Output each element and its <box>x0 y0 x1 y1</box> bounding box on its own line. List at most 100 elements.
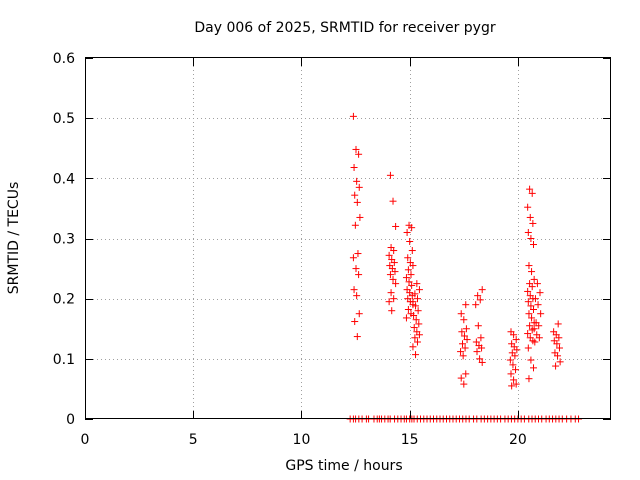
data-point <box>530 275 538 283</box>
data-point <box>460 332 468 340</box>
data-point <box>510 331 518 339</box>
data-point <box>386 171 394 179</box>
data-point <box>385 251 393 259</box>
data-point <box>385 298 393 306</box>
y-axis-label: SRMTID / TECUs <box>6 182 22 295</box>
data-point <box>409 262 417 270</box>
data-point <box>415 320 423 328</box>
axis-ticks <box>85 58 611 420</box>
data-point <box>402 314 410 322</box>
data-point <box>535 322 543 330</box>
data-point <box>458 328 466 336</box>
data-point <box>527 356 535 364</box>
x-tick-labels: 0 5 10 15 20 <box>81 432 527 448</box>
data-point <box>530 305 538 313</box>
data-point <box>524 228 532 236</box>
data-point <box>509 361 517 369</box>
data-point <box>404 266 412 274</box>
data-point <box>524 203 532 211</box>
data-point <box>531 295 539 303</box>
x-tick-label: 20 <box>509 432 527 448</box>
data-point <box>554 320 562 328</box>
data-point <box>524 330 532 338</box>
data-point <box>530 241 538 249</box>
data-point <box>353 292 361 300</box>
data-point <box>387 289 395 297</box>
data-point <box>349 112 357 120</box>
data-point <box>474 292 482 300</box>
data-point <box>386 271 394 279</box>
data-point <box>536 289 544 297</box>
data-point <box>461 344 469 352</box>
data-point <box>510 376 518 384</box>
data-point <box>350 286 358 294</box>
data-point <box>478 358 486 366</box>
data-point <box>405 278 413 286</box>
data-point <box>410 312 418 320</box>
data-point <box>353 333 361 341</box>
data-point <box>407 271 415 279</box>
data-point <box>457 310 465 318</box>
data-point <box>415 286 423 294</box>
data-point <box>524 344 532 352</box>
data-point <box>526 185 534 193</box>
data-point <box>352 145 360 153</box>
data-point <box>355 271 363 279</box>
data-point <box>408 224 416 232</box>
y-tick-label: 0.1 <box>53 352 75 368</box>
data-point <box>392 222 400 230</box>
x-tick-label: 5 <box>189 432 198 448</box>
data-point <box>525 375 533 383</box>
data-point <box>389 197 397 205</box>
data-point <box>459 352 467 360</box>
data-point <box>506 356 514 364</box>
plot-frame <box>85 57 611 419</box>
data-point <box>528 189 536 197</box>
data-point <box>411 290 419 298</box>
data-point <box>413 295 421 303</box>
y-tick-label: 0.3 <box>53 232 75 248</box>
data-point <box>350 164 358 172</box>
data-point <box>524 287 532 295</box>
data-point <box>528 314 536 322</box>
data-point <box>409 343 417 351</box>
data-point <box>512 366 520 374</box>
data-point <box>462 301 470 309</box>
data-point <box>474 322 482 330</box>
y-tick-label: 0 <box>66 412 75 428</box>
data-point <box>513 346 521 354</box>
x-tick-label: 15 <box>401 432 419 448</box>
data-point <box>351 318 359 326</box>
data-point <box>390 247 398 255</box>
data-point <box>556 358 564 366</box>
data-point <box>389 275 397 283</box>
data-point <box>460 316 468 324</box>
data-point <box>413 338 421 346</box>
data-point <box>462 325 470 333</box>
data-point <box>460 380 468 388</box>
data-point <box>529 219 537 227</box>
data-point <box>478 286 486 294</box>
data-point <box>410 324 418 332</box>
data-point <box>508 382 516 390</box>
y-tick-label: 0.6 <box>53 51 75 67</box>
data-point <box>537 310 545 318</box>
data-point <box>476 355 484 363</box>
x-axis-label: GPS time / hours <box>285 458 402 474</box>
data-point <box>478 344 486 352</box>
data-point <box>409 298 417 306</box>
data-point <box>533 280 541 288</box>
data-point <box>351 221 359 229</box>
data-point <box>353 198 361 206</box>
data-point <box>392 280 400 288</box>
data-point <box>531 338 539 346</box>
chart-title: Day 006 of 2025, SRMTID for receiver pyg… <box>194 20 495 36</box>
data-point <box>555 344 563 352</box>
data-point <box>413 280 421 288</box>
data-point <box>412 302 420 310</box>
data-point <box>403 228 411 236</box>
data-point <box>526 213 534 221</box>
data-points <box>346 112 583 423</box>
data-point <box>530 364 538 372</box>
data-point <box>512 336 520 344</box>
